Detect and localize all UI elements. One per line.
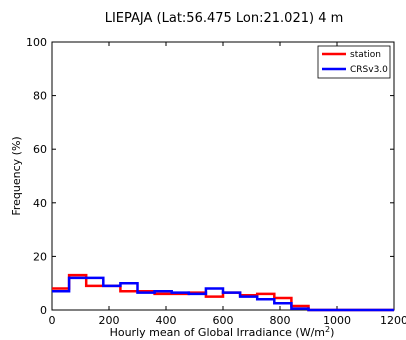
plot-area xyxy=(51,41,395,311)
plot-frame xyxy=(51,41,395,311)
x-tick-label: 1200 xyxy=(380,314,406,327)
y-tick-label: 100 xyxy=(26,36,47,49)
x-tick-label: 200 xyxy=(99,314,120,327)
y-tick-label: 0 xyxy=(40,304,47,317)
legend-label-crsv3: CRSv3.0 xyxy=(350,65,388,75)
legend-label-station: station xyxy=(350,50,381,60)
x-axis-label: Hourly mean of Global Irradiance (W/m2) xyxy=(110,325,335,339)
chart-title: LIEPAJA (Lat:56.475 Lon:21.021) 4 m xyxy=(105,11,344,26)
x-tick-label: 800 xyxy=(270,314,291,327)
series-group xyxy=(52,273,394,312)
x-tick-label: 1000 xyxy=(323,314,351,327)
y-tick-label: 80 xyxy=(33,90,47,103)
x-tick-label: 0 xyxy=(49,314,56,327)
x-axis: 0 200 400 600 800 1000 1200 xyxy=(49,42,406,327)
y-tick-label: 20 xyxy=(33,250,47,263)
x-tick-label: 400 xyxy=(156,314,177,327)
series-line-crsv3 xyxy=(52,276,394,312)
y-axis-label: Frequency (%) xyxy=(10,136,23,215)
y-axis: 0 20 40 60 80 100 xyxy=(26,36,394,317)
x-tick-label: 600 xyxy=(213,314,234,327)
y-tick-label: 40 xyxy=(33,197,47,210)
legend: station CRSv3.0 xyxy=(317,45,391,79)
legend-box xyxy=(317,45,391,79)
y-tick-label: 60 xyxy=(33,143,47,156)
